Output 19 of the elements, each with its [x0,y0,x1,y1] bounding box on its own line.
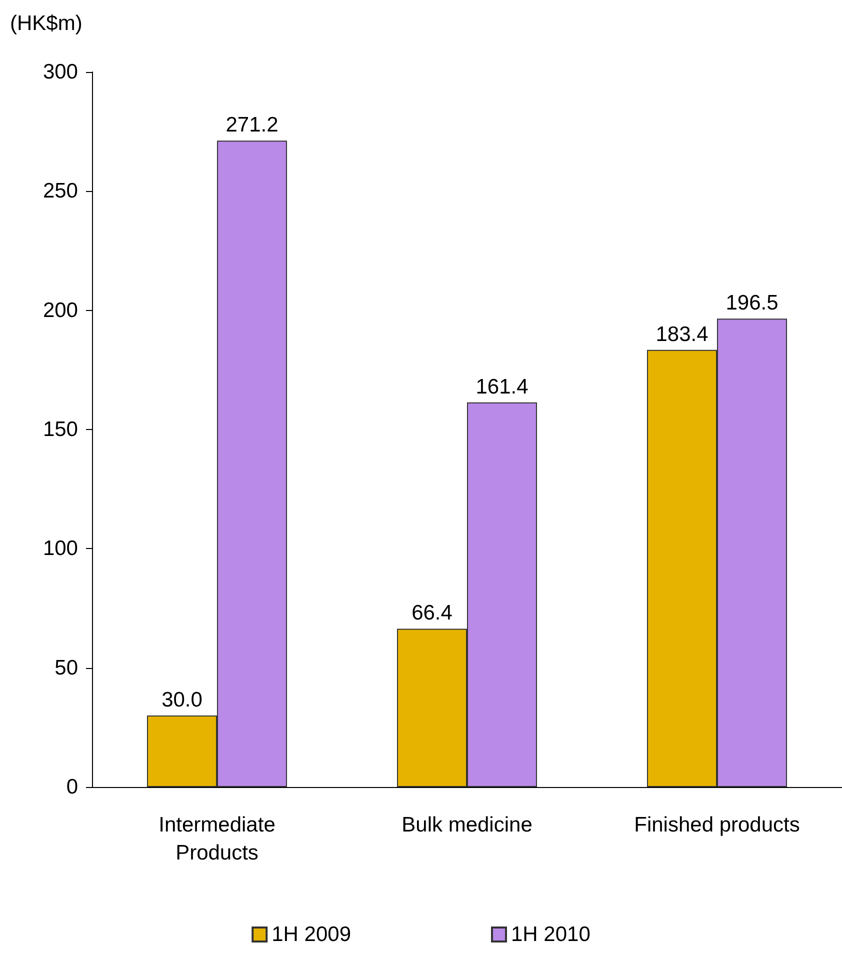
y-tick-label: 100 [42,537,78,560]
data-label: 161.4 [476,375,529,398]
y-tick-label: 250 [42,180,78,203]
x-tick-label: Intermediate Products [158,814,276,864]
data-label: 271.2 [226,114,278,137]
x-tick-label: Bulk medicine [402,814,532,836]
data-label: 196.5 [726,292,778,315]
legend-label: 1H 2009 [272,923,352,946]
legend-label: 1H 2010 [511,923,590,946]
data-label: 30.0 [162,688,202,712]
data-label: 66.4 [412,602,453,625]
y-axis-title: (HK$m) [10,12,82,35]
y-tick-label: 300 [42,60,78,84]
data-label: 183.4 [656,322,709,346]
y-tick-label: 150 [42,418,78,441]
x-tick-label: Finished products [634,814,800,836]
y-tick-label: 0 [66,776,78,798]
y-tick-label: 50 [54,656,78,680]
y-tick-label: 200 [42,298,78,322]
